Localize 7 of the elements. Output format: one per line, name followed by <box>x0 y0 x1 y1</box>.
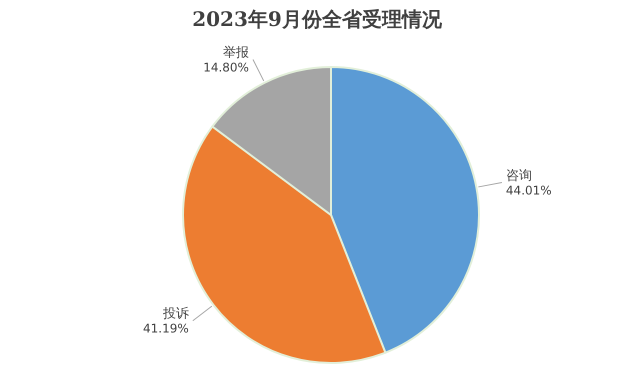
chart-title: 2023年9月份全省受理情况 <box>191 6 443 33</box>
slice-label: 举报 <box>222 45 249 60</box>
data-label: 41.19% <box>143 322 189 336</box>
data-label: 44.01% <box>506 183 552 198</box>
data-label: 14.80% <box>203 60 249 74</box>
slice-label: 咨询 <box>506 168 532 184</box>
slice-label: 投诉 <box>162 306 189 322</box>
